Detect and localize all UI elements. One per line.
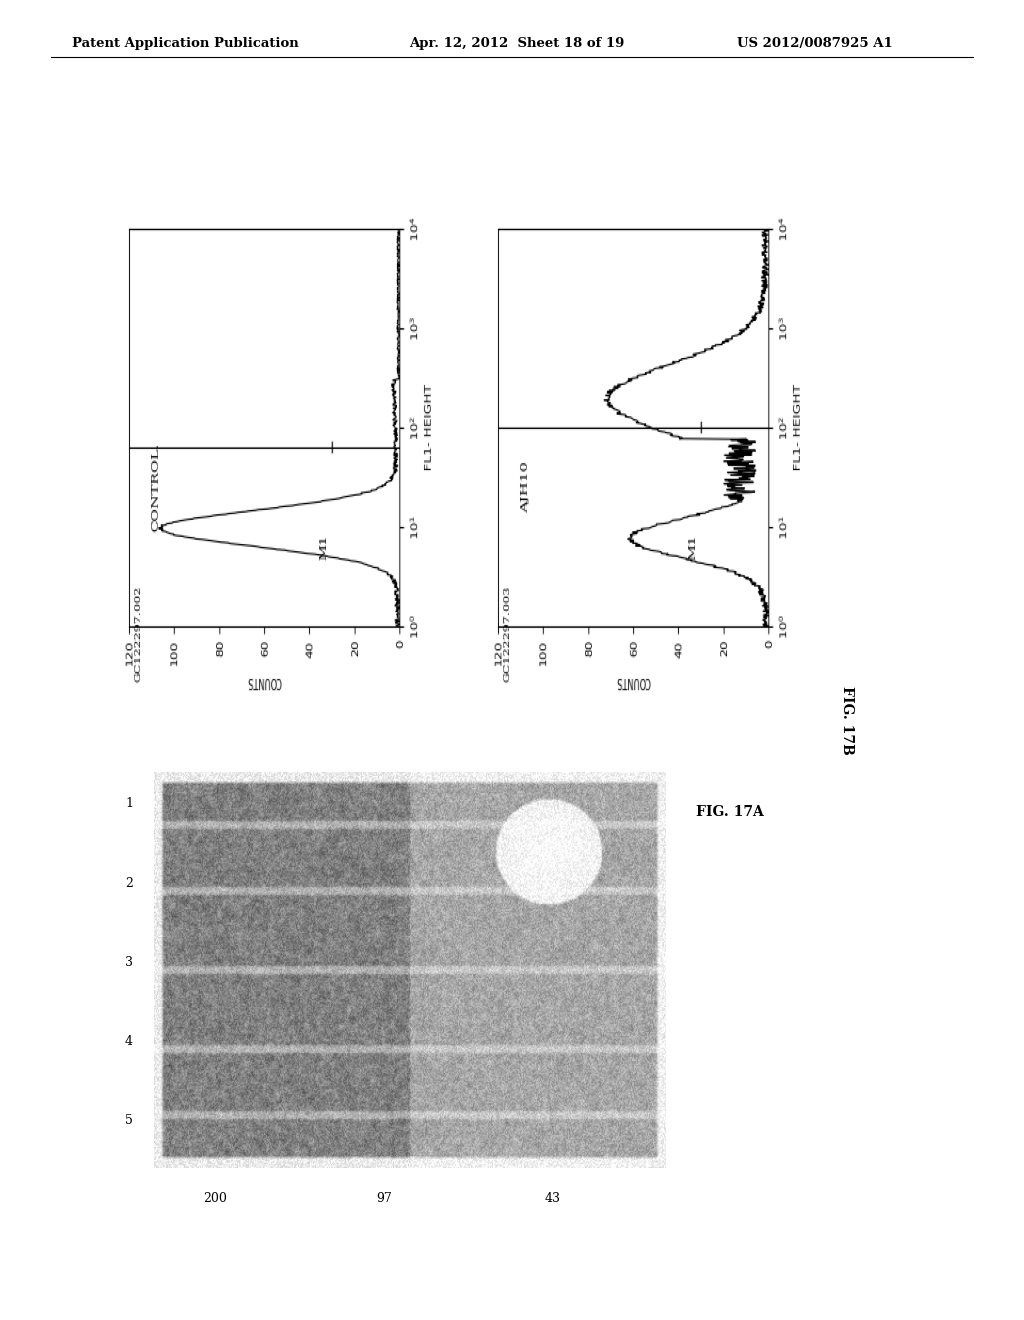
Text: 4: 4 <box>125 1035 133 1048</box>
Text: FIG. 17A: FIG. 17A <box>696 805 764 820</box>
Text: 1: 1 <box>125 797 133 810</box>
Text: FIG. 17B: FIG. 17B <box>840 686 854 755</box>
Text: Patent Application Publication: Patent Application Publication <box>72 37 298 50</box>
Text: 2: 2 <box>125 876 133 890</box>
Text: Apr. 12, 2012  Sheet 18 of 19: Apr. 12, 2012 Sheet 18 of 19 <box>410 37 625 50</box>
Text: 3: 3 <box>125 956 133 969</box>
Text: 200: 200 <box>203 1192 227 1205</box>
Text: 97: 97 <box>376 1192 392 1205</box>
Text: 5: 5 <box>125 1114 133 1127</box>
Text: 43: 43 <box>545 1192 561 1205</box>
Text: US 2012/0087925 A1: US 2012/0087925 A1 <box>737 37 893 50</box>
